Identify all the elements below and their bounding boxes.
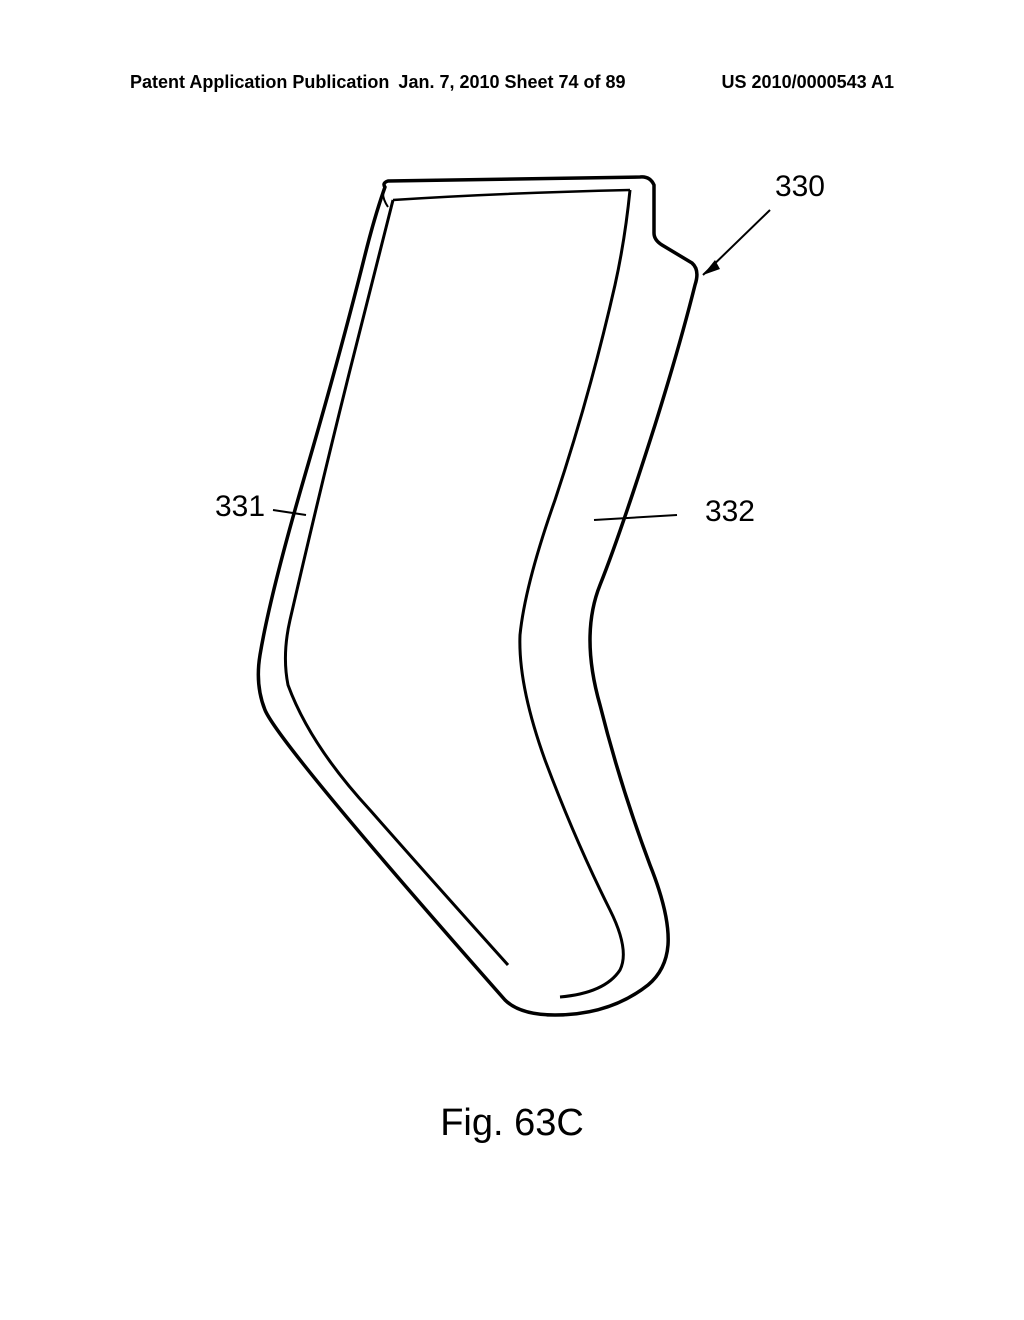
header-patent-number: US 2010/0000543 A1: [722, 72, 894, 93]
reference-label-332: 332: [705, 495, 755, 529]
header-publication: Patent Application Publication: [130, 72, 389, 93]
figure-drawing: [110, 145, 910, 1095]
reference-label-330: 330: [775, 170, 825, 204]
header-date-sheet: Jan. 7, 2010 Sheet 74 of 89: [398, 72, 625, 93]
figure-caption: Fig. 63C: [440, 1102, 584, 1145]
page-header: Patent Application Publication Jan. 7, 2…: [0, 72, 1024, 93]
reference-label-331: 331: [215, 490, 265, 524]
figure-container: 330 331 332: [110, 145, 910, 1095]
